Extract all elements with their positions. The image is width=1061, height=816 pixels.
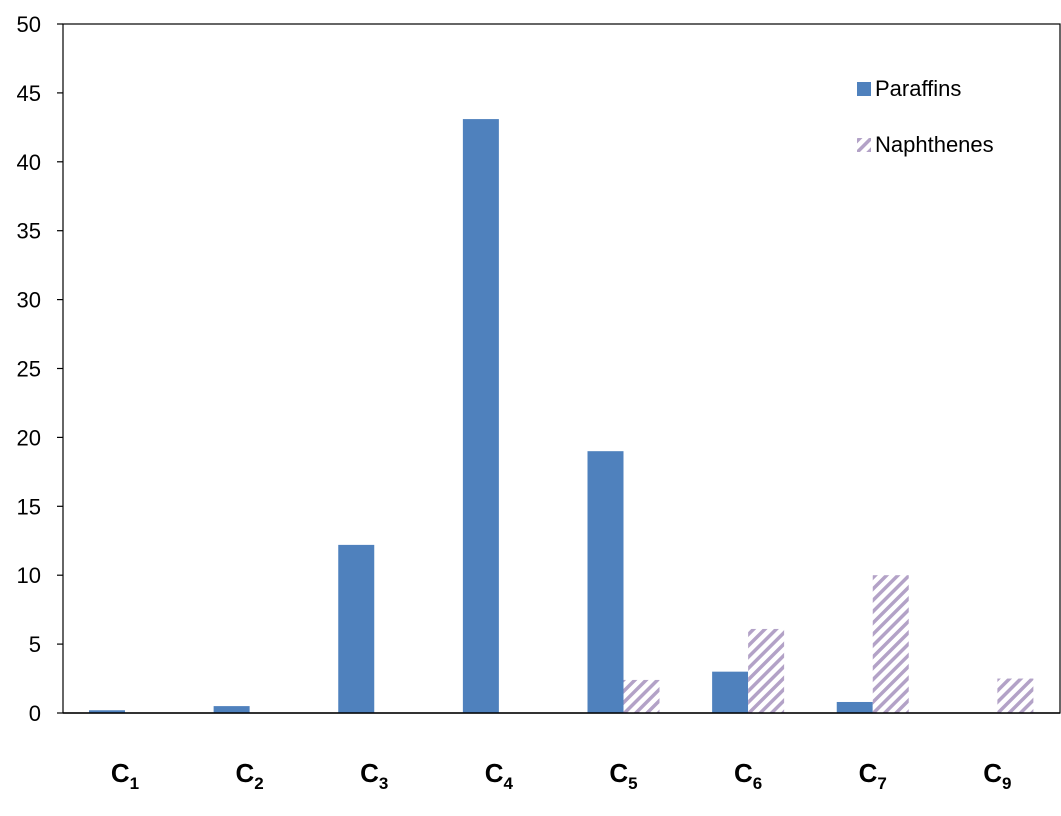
bar-paraffins-c4 (462, 119, 499, 713)
legend-label-paraffins: Paraffins (875, 76, 961, 101)
bar-paraffins-c2 (213, 706, 250, 713)
y-tick-label: 0 (29, 701, 41, 726)
x-category-label: C1 (111, 758, 139, 793)
y-tick-label: 20 (17, 425, 41, 450)
bar-paraffins-c3 (338, 544, 375, 713)
bar-paraffins-c7 (836, 701, 873, 713)
y-tick-label: 25 (17, 357, 41, 382)
bar-paraffins-c5 (587, 451, 624, 713)
legend-swatch-paraffins (857, 82, 871, 96)
x-axis-category-labels: C1 C2 C3 C4 C5 C6 C7 C9 (111, 758, 1012, 793)
bar-naphthenes-c5 (623, 679, 660, 713)
y-tick-label: 10 (17, 563, 41, 588)
x-category-label: C7 (859, 758, 887, 793)
x-category-label: C2 (236, 758, 264, 793)
y-tick-label: 45 (17, 81, 41, 106)
legend-swatch-naphthenes (857, 138, 871, 152)
legend-label-naphthenes: Naphthenes (875, 132, 994, 157)
x-category-label: C5 (609, 758, 637, 793)
y-tick-label: 15 (17, 494, 41, 519)
bar-naphthenes-c9 (997, 678, 1034, 713)
bar-paraffins-c6 (712, 671, 749, 713)
bar-marks (89, 119, 1034, 713)
x-category-label: C6 (734, 758, 762, 793)
y-tick-label: 50 (17, 12, 41, 37)
y-axis: 0 5 10 15 20 25 30 35 40 45 50 (17, 12, 63, 726)
y-tick-label: 40 (17, 150, 41, 175)
x-category-label: C3 (360, 758, 388, 793)
x-category-label: C9 (983, 758, 1011, 793)
x-category-label: C4 (485, 758, 514, 793)
y-tick-label: 35 (17, 219, 41, 244)
y-tick-label: 5 (29, 632, 41, 657)
bar-naphthenes-c7 (872, 575, 909, 713)
bar-naphthenes-c6 (748, 628, 785, 713)
y-tick-label: 30 (17, 288, 41, 313)
bar-paraffins-c1 (89, 710, 125, 713)
legend: Paraffins Naphthenes (857, 76, 994, 157)
plot-area-frame (62, 23, 1061, 714)
